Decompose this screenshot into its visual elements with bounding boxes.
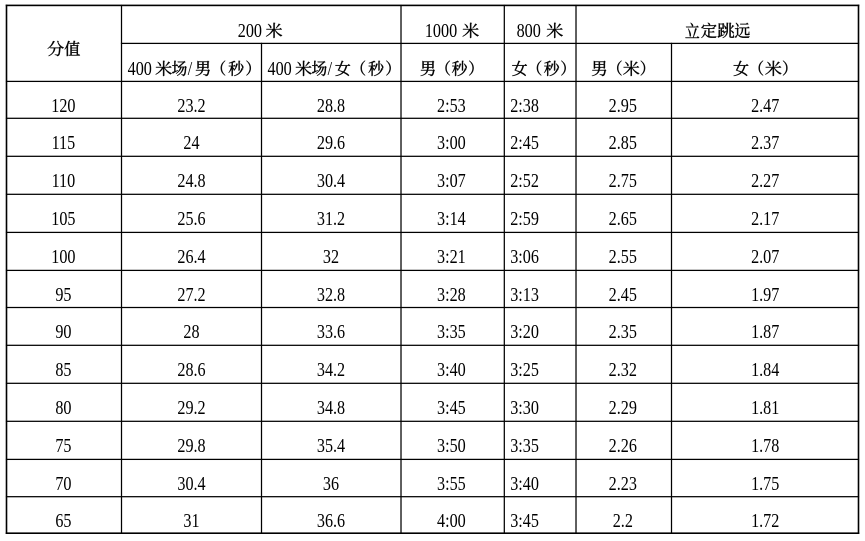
svg-text:3:00: 3:00: [437, 131, 466, 153]
svg-text:36.6: 36.6: [317, 510, 345, 532]
svg-text:24.8: 24.8: [177, 169, 205, 191]
svg-text:85: 85: [55, 358, 71, 380]
svg-text:1.78: 1.78: [751, 434, 779, 456]
svg-text:3:55: 3:55: [437, 472, 466, 494]
svg-text:2.2: 2.2: [613, 510, 633, 532]
svg-text:3:13: 3:13: [510, 283, 539, 305]
svg-text:2.47: 2.47: [751, 94, 779, 116]
svg-text:2.35: 2.35: [609, 321, 637, 343]
svg-text:28.8: 28.8: [317, 94, 345, 116]
svg-text:80: 80: [55, 396, 71, 418]
svg-text:26.4: 26.4: [177, 245, 205, 267]
svg-text:2.17: 2.17: [751, 207, 779, 229]
svg-text:2:59: 2:59: [510, 207, 539, 229]
svg-text:27.2: 27.2: [177, 283, 205, 305]
svg-text:3:30: 3:30: [510, 396, 539, 418]
svg-text:2.55: 2.55: [609, 245, 637, 267]
svg-text:30.4: 30.4: [317, 169, 345, 191]
svg-text:2.45: 2.45: [609, 283, 637, 305]
svg-text:2.07: 2.07: [751, 245, 779, 267]
svg-text:29.6: 29.6: [317, 131, 345, 153]
svg-text:200: 200: [238, 20, 262, 42]
svg-text:2.85: 2.85: [609, 131, 637, 153]
svg-text:2.75: 2.75: [609, 169, 637, 191]
svg-text:2:38: 2:38: [510, 94, 539, 116]
svg-text:2:52: 2:52: [510, 169, 539, 191]
svg-text:3:35: 3:35: [437, 321, 466, 343]
svg-text:29.8: 29.8: [177, 434, 205, 456]
svg-text:2:53: 2:53: [437, 94, 466, 116]
svg-text:3:14: 3:14: [437, 207, 466, 229]
svg-text:35.4: 35.4: [317, 434, 345, 456]
svg-text:2.26: 2.26: [609, 434, 637, 456]
svg-text:23.2: 23.2: [177, 94, 205, 116]
svg-text:25.6: 25.6: [177, 207, 205, 229]
svg-text:3:25: 3:25: [510, 358, 539, 380]
svg-text:/: /: [188, 58, 192, 80]
svg-text:28: 28: [183, 321, 199, 343]
svg-text:34.8: 34.8: [317, 396, 345, 418]
svg-text:2.32: 2.32: [609, 358, 637, 380]
svg-text:800: 800: [517, 20, 541, 42]
svg-text:4:00: 4:00: [437, 510, 466, 532]
svg-text:2.27: 2.27: [751, 169, 779, 191]
svg-text:2.29: 2.29: [609, 396, 637, 418]
svg-text:105: 105: [51, 207, 75, 229]
svg-text:2.37: 2.37: [751, 131, 779, 153]
svg-text:29.2: 29.2: [177, 396, 205, 418]
svg-text:3:28: 3:28: [437, 283, 466, 305]
svg-text:120: 120: [51, 94, 75, 116]
svg-text:1.97: 1.97: [751, 283, 779, 305]
svg-text:31: 31: [183, 510, 199, 532]
svg-text:/: /: [328, 58, 332, 80]
svg-text:95: 95: [55, 283, 71, 305]
svg-text:34.2: 34.2: [317, 358, 345, 380]
svg-text:1.87: 1.87: [751, 321, 779, 343]
svg-text:3:45: 3:45: [437, 396, 466, 418]
svg-text:3:21: 3:21: [437, 245, 466, 267]
svg-text:400: 400: [128, 58, 152, 80]
svg-text:75: 75: [55, 434, 71, 456]
svg-text:32.8: 32.8: [317, 283, 345, 305]
svg-text:2.95: 2.95: [609, 94, 637, 116]
svg-text:1.75: 1.75: [751, 472, 779, 494]
svg-text:1.72: 1.72: [751, 510, 779, 532]
svg-text:100: 100: [51, 245, 75, 267]
svg-text:3:45: 3:45: [510, 510, 539, 532]
svg-text:24: 24: [183, 131, 199, 153]
svg-text:32: 32: [323, 245, 339, 267]
svg-text:110: 110: [52, 169, 76, 191]
svg-text:1000: 1000: [425, 20, 457, 42]
svg-text:3:40: 3:40: [437, 358, 466, 380]
svg-text:1.81: 1.81: [751, 396, 779, 418]
svg-text:2:45: 2:45: [510, 131, 539, 153]
svg-text:3:07: 3:07: [437, 169, 466, 191]
svg-text:115: 115: [52, 131, 76, 153]
svg-text:33.6: 33.6: [317, 321, 345, 343]
svg-text:3:40: 3:40: [510, 472, 539, 494]
svg-text:3:50: 3:50: [437, 434, 466, 456]
svg-text:36: 36: [323, 472, 339, 494]
svg-text:3:06: 3:06: [510, 245, 539, 267]
svg-text:3:20: 3:20: [510, 321, 539, 343]
svg-text:90: 90: [55, 321, 71, 343]
svg-text:65: 65: [55, 510, 71, 532]
svg-text:30.4: 30.4: [177, 472, 205, 494]
svg-text:400: 400: [268, 58, 292, 80]
svg-text:3:35: 3:35: [510, 434, 539, 456]
svg-text:2.65: 2.65: [609, 207, 637, 229]
svg-text:2.23: 2.23: [609, 472, 637, 494]
svg-text:1.84: 1.84: [751, 358, 779, 380]
svg-text:28.6: 28.6: [177, 358, 205, 380]
svg-text:70: 70: [55, 472, 71, 494]
svg-text:31.2: 31.2: [317, 207, 345, 229]
